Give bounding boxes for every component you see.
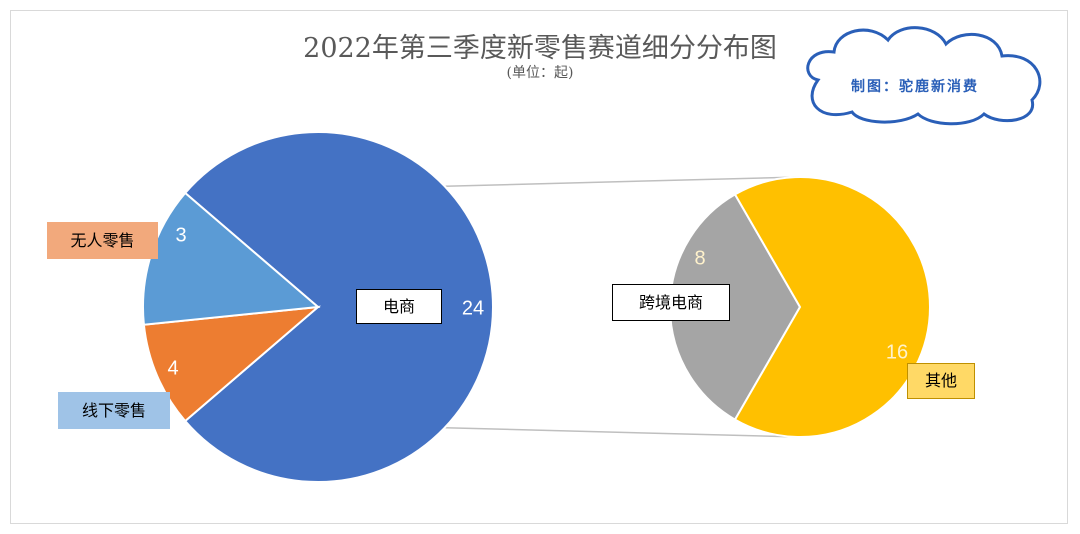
slice-wuren-lingshou xyxy=(142,305,322,423)
label-dianshang: 电商 xyxy=(356,289,442,324)
label-xianxia-lingshou: 线下零售 xyxy=(58,392,170,429)
chart-title: 2022年第三季度新零售赛道细分分布图 xyxy=(303,33,777,64)
label-wuren-lingshou: 无人零售 xyxy=(47,222,158,259)
value-label-kuajing-dianshang: 8 xyxy=(694,247,705,269)
value-label-wuren-lingshou: 3 xyxy=(175,224,186,246)
label-kuajing-dianshang: 跨境电商 xyxy=(612,284,730,321)
chart-subtitle: (单位：起) xyxy=(506,65,574,81)
value-label-dianshang: 24 xyxy=(462,297,484,319)
slice-dianshang xyxy=(183,131,494,483)
watermark-text: 制图：驼鹿新消费 xyxy=(851,79,979,95)
value-label-xianxia-lingshou: 4 xyxy=(167,357,178,379)
slice-qita xyxy=(733,176,931,438)
cloud-icon xyxy=(806,26,1042,126)
label-qita: 其他 xyxy=(907,363,975,399)
value-label-qita: 16 xyxy=(886,341,908,363)
